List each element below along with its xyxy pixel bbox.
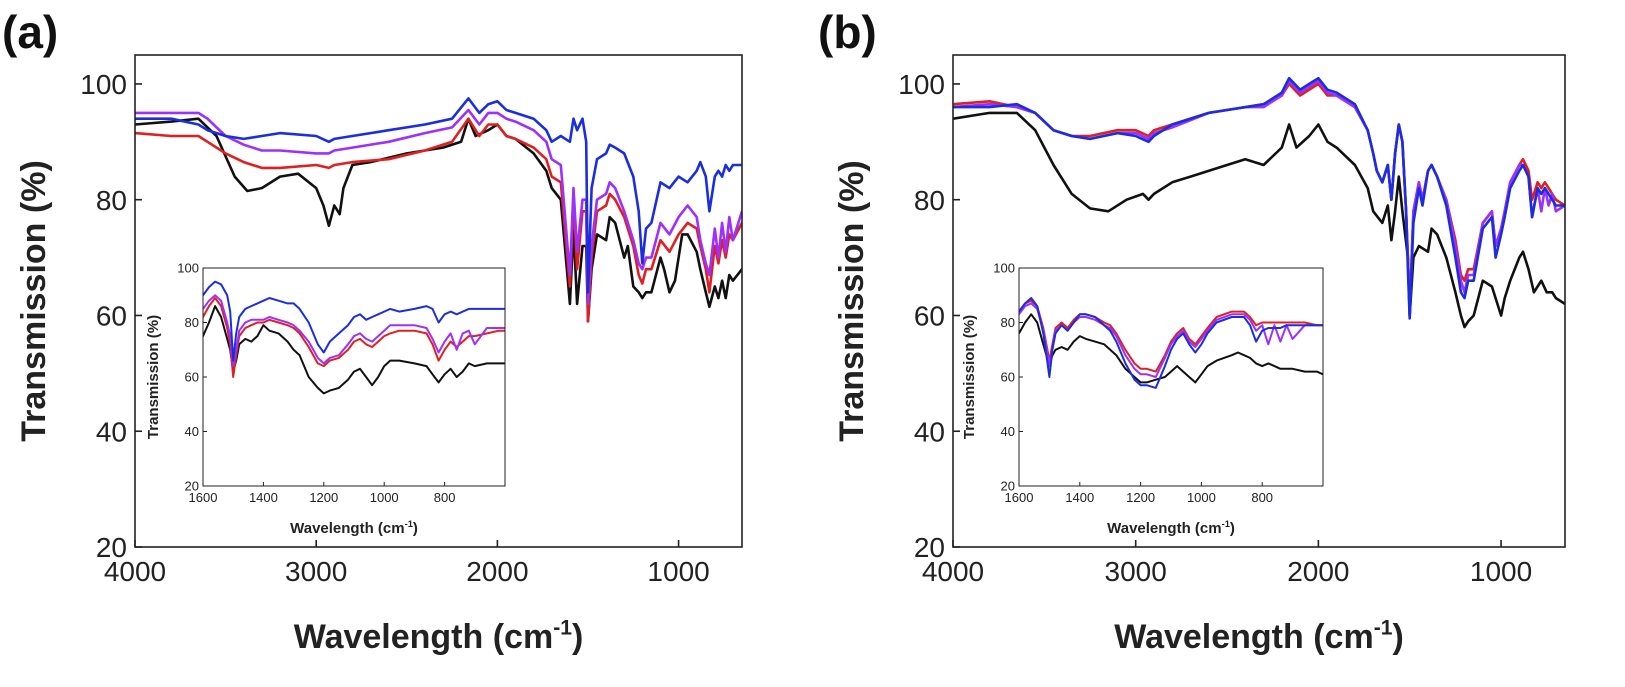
x-axis-title-sup: -1	[1374, 616, 1393, 639]
x-tick-label: 1600	[1005, 490, 1034, 505]
y-tick-label: 60	[96, 301, 127, 332]
x-tick-label: 1400	[1065, 490, 1094, 505]
x-axis-title-text: Wavelength (cm	[1107, 520, 1221, 537]
x-tick-label: 1200	[1126, 490, 1155, 505]
y-tick-label: 100	[993, 261, 1015, 276]
y-tick-label: 80	[1001, 315, 1015, 330]
series-line-4	[135, 97, 742, 294]
y-tick-label: 60	[1001, 370, 1015, 385]
x-axis-title: Wavelength (cm-1)	[1107, 519, 1235, 537]
series-line-4	[1019, 297, 1323, 389]
x-axis-title: Wavelength (cm-1)	[294, 616, 584, 656]
plot-frame	[134, 54, 743, 548]
x-axis-title-text: Wavelength (cm	[294, 618, 553, 656]
chart-a-inset: 1600 1400 1200 1000 800 20 40 60 80 100 Wavelength…	[145, 261, 506, 537]
y-tick-label: 80	[185, 315, 199, 330]
panel-label-b: (b)	[818, 6, 877, 58]
y-tick-label: 100	[80, 69, 127, 100]
y-tick-label: 80	[96, 185, 127, 216]
x-tick-label: 2000	[1287, 556, 1349, 587]
y-tick-label: 100	[177, 261, 199, 276]
x-tick-label: 4000	[922, 556, 984, 587]
x-axis-title: Wavelength (cm-1)	[290, 519, 418, 537]
series-line-3	[135, 108, 742, 306]
x-axis-title-sup: -1	[1222, 519, 1230, 529]
x-tick-label: 1400	[249, 490, 278, 505]
inset-background	[1019, 268, 1323, 486]
y-axis-title: Transmission (%)	[15, 160, 53, 442]
y-axis-title: Transmission (%)	[961, 315, 978, 439]
series-line-3	[203, 294, 505, 368]
chart-b-inset: 1600 1400 1200 1000 800 20 40 60 80 100 Wavelength…	[961, 261, 1324, 537]
series-group	[203, 280, 505, 395]
x-tick-label: 800	[1251, 490, 1273, 505]
y-tick-label: 20	[1001, 479, 1015, 494]
series-group	[135, 97, 742, 323]
series-line-1	[953, 111, 1565, 329]
panel-label-a: (a)	[2, 6, 58, 58]
x-axis-title-end: )	[572, 618, 583, 656]
y-tick-label: 20	[96, 532, 127, 563]
x-tick-label: 1200	[309, 490, 338, 505]
inset-background	[203, 268, 505, 486]
y-axis-title: Transmission (%)	[145, 315, 162, 439]
x-axis-title-end: )	[1392, 618, 1403, 656]
x-tick-label: 1000	[1470, 556, 1532, 587]
series-line-4	[953, 76, 1565, 320]
x-axis-title-sup: -1	[553, 616, 572, 639]
y-tick-label: 20	[914, 532, 945, 563]
y-tick-label: 60	[914, 301, 945, 332]
x-axis-title-end: )	[413, 520, 418, 537]
series-line-1	[135, 117, 742, 323]
x-tick-label: 3000	[285, 556, 347, 587]
chart-a-main: 4000 3000 2000 1000 20 40 60 80 100 Wavelength (c…	[15, 54, 743, 656]
y-tick-label: 40	[96, 416, 127, 447]
x-tick-label: 4000	[104, 556, 166, 587]
chart-b-main: 4000 3000 2000 1000 20 40 60 80 100 Wavelength (c…	[833, 54, 1566, 656]
x-axis-title: Wavelength (cm-1)	[1114, 616, 1404, 656]
x-tick-label: 3000	[1105, 556, 1167, 587]
y-tick-label: 100	[898, 69, 945, 100]
x-tick-label: 2000	[466, 556, 528, 587]
series-line-4	[203, 280, 505, 362]
x-tick-label: 1000	[1187, 490, 1216, 505]
y-tick-label: 40	[1001, 424, 1015, 439]
x-tick-label: 1000	[370, 490, 399, 505]
series-group	[953, 76, 1565, 329]
x-axis-title-text: Wavelength (cm	[290, 520, 404, 537]
y-tick-label: 40	[185, 424, 199, 439]
x-axis-title-text: Wavelength (cm	[1114, 618, 1373, 656]
y-tick-label: 20	[185, 479, 199, 494]
x-axis-title-end: )	[1230, 520, 1235, 537]
x-axis-title-sup: -1	[405, 519, 413, 529]
plot-frame	[952, 54, 1566, 548]
series-group	[1019, 297, 1323, 389]
y-tick-label: 80	[914, 185, 945, 216]
y-tick-label: 40	[914, 416, 945, 447]
y-tick-label: 60	[185, 370, 199, 385]
x-tick-label: 1600	[189, 490, 218, 505]
y-axis-title: Transmission (%)	[833, 160, 871, 442]
x-tick-label: 1000	[647, 556, 709, 587]
charts-layer: 4000 3000 2000 1000 20 40 60 80 100 Wavelength (c…	[15, 54, 1566, 656]
x-tick-label: 800	[434, 490, 456, 505]
